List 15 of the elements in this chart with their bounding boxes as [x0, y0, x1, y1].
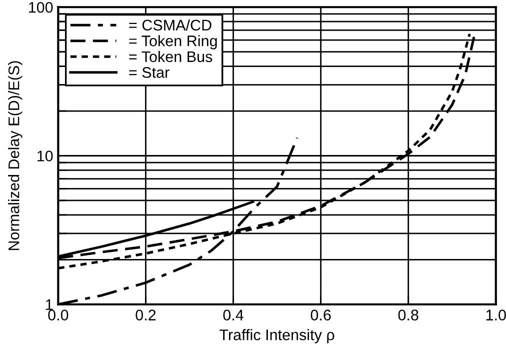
legend-label: = Token Ring [129, 35, 217, 50]
legend-label: = CSMA/CD [129, 19, 212, 31]
x-tick-label: 1.0 [486, 310, 506, 320]
x-tick-label: 0.6 [310, 310, 331, 320]
legend-label: = Star [129, 67, 170, 78]
x-tick-label: 0.2 [136, 310, 156, 320]
x-tick-label: 0.0 [48, 310, 68, 320]
y-tick-label: 10 [38, 150, 53, 162]
y-axis-title: Normalized Delay E(D)/E(S) [8, 61, 22, 250]
y-tick-label: 100 [29, 2, 53, 13]
y-tick-label: 1 [46, 299, 53, 310]
x-tick-label: 0.8 [398, 310, 418, 320]
x-tick-label: 0.4 [223, 310, 244, 320]
legend-label: = Token Bus [129, 50, 212, 62]
x-axis-title: Traffic Intensity ρ [220, 329, 334, 344]
